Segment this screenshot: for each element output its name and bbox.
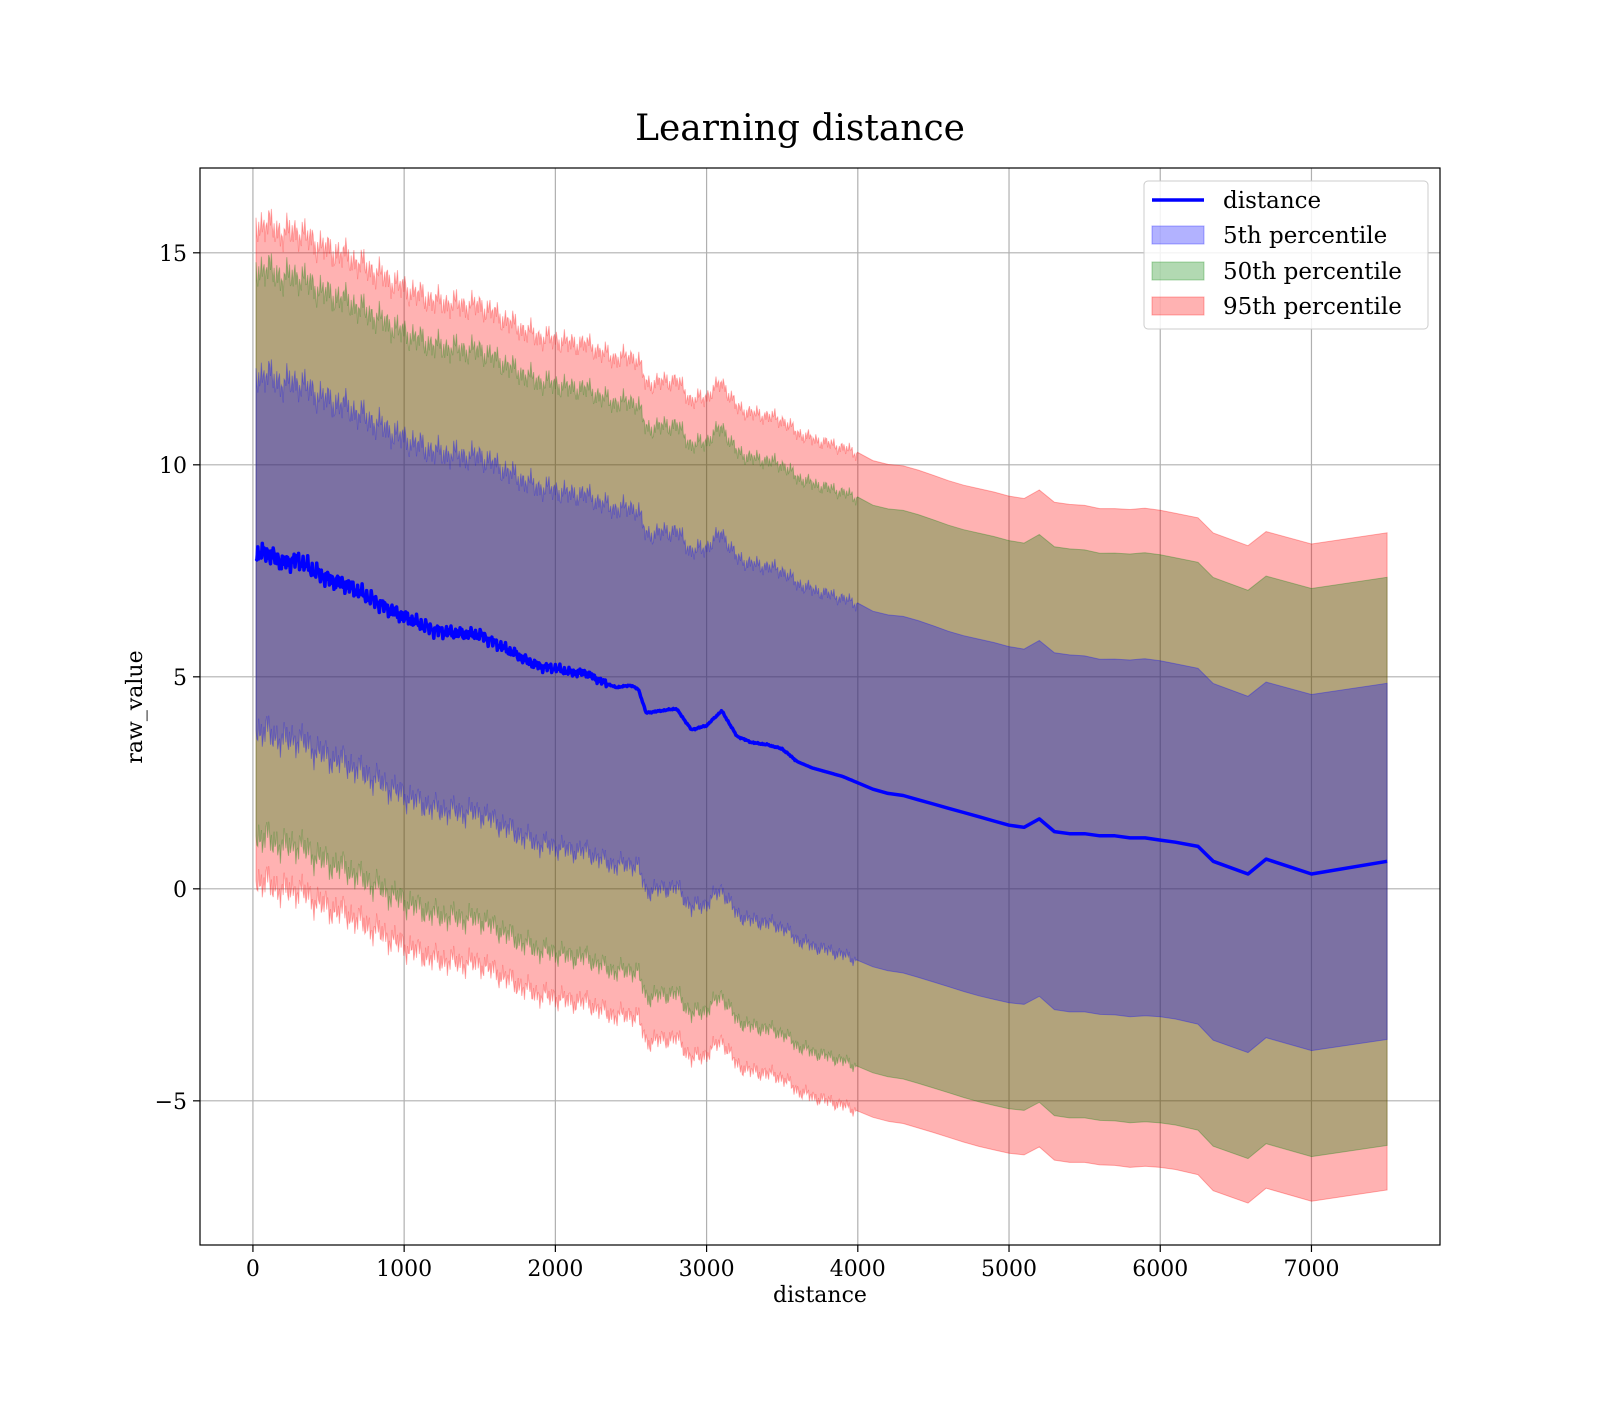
x-axis-label: distance — [773, 1283, 867, 1308]
x-tick-label: 3000 — [679, 1257, 735, 1282]
x-tick-label: 0 — [246, 1257, 260, 1282]
legend-label-95th: 95th percentile — [1223, 294, 1402, 320]
y-tick-label: −5 — [155, 1090, 187, 1115]
band-5th-percentile — [255, 359, 1388, 1054]
legend-swatch-5th — [1151, 225, 1205, 245]
y-tick-label: 10 — [159, 454, 187, 479]
legend-frame — [1143, 180, 1429, 330]
band-50th-percentile — [255, 253, 1388, 1160]
x-tick-label: 5000 — [981, 1257, 1037, 1282]
x-tick-label: 2000 — [527, 1257, 583, 1282]
x-tick-layer: 0 1000 2000 3000 4000 5000 6000 7000 — [246, 1245, 1339, 1282]
chart-title: Learning distance — [635, 108, 965, 149]
series-line-distance — [254, 541, 1388, 876]
legend-swatch-50th — [1151, 261, 1205, 281]
legend-label-5th: 5th percentile — [1223, 223, 1387, 249]
line-layer — [254, 541, 1388, 876]
y-axis-label: raw_value — [123, 650, 148, 763]
y-tick-label: 5 — [173, 666, 187, 691]
legend-swatch-95th — [1151, 296, 1205, 316]
legend-label-distance: distance — [1223, 188, 1321, 214]
x-tick-label: 1000 — [376, 1257, 432, 1282]
legend: distance 5th percentile 50th percentile … — [1143, 180, 1429, 330]
legend-label-50th: 50th percentile — [1223, 259, 1402, 285]
y-tick-label: 0 — [173, 878, 187, 903]
band-layer — [255, 208, 1388, 1204]
plot-frame — [199, 167, 1441, 1246]
band-95th-percentile — [255, 208, 1388, 1204]
y-tick-layer: −5 0 5 10 15 — [155, 242, 200, 1115]
x-tick-label: 4000 — [830, 1257, 886, 1282]
x-tick-label: 6000 — [1132, 1257, 1188, 1282]
x-tick-label: 7000 — [1283, 1257, 1339, 1282]
y-tick-label: 15 — [159, 242, 187, 267]
